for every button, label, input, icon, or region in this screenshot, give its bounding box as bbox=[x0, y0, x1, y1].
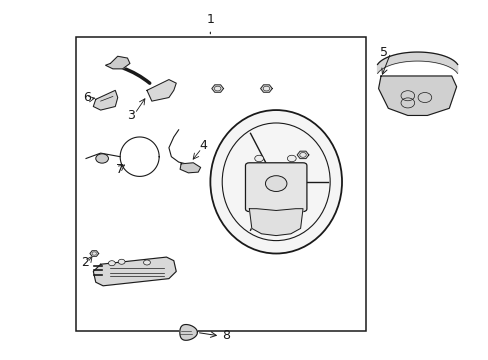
Text: 1: 1 bbox=[206, 13, 214, 26]
Circle shape bbox=[96, 154, 108, 163]
Polygon shape bbox=[93, 257, 176, 286]
Polygon shape bbox=[378, 76, 456, 116]
Text: 4: 4 bbox=[199, 139, 206, 152]
Text: 6: 6 bbox=[83, 91, 91, 104]
Polygon shape bbox=[377, 52, 457, 73]
Polygon shape bbox=[105, 56, 130, 69]
Polygon shape bbox=[147, 80, 176, 101]
Circle shape bbox=[265, 176, 286, 192]
Polygon shape bbox=[180, 163, 200, 173]
Circle shape bbox=[254, 155, 263, 162]
Text: 8: 8 bbox=[222, 329, 230, 342]
Polygon shape bbox=[297, 151, 308, 159]
Circle shape bbox=[143, 260, 150, 265]
Polygon shape bbox=[180, 324, 197, 340]
Polygon shape bbox=[90, 251, 99, 256]
Polygon shape bbox=[93, 90, 118, 110]
Ellipse shape bbox=[222, 123, 329, 240]
Text: 7: 7 bbox=[116, 163, 124, 176]
Text: 3: 3 bbox=[127, 109, 135, 122]
Polygon shape bbox=[249, 209, 303, 235]
Circle shape bbox=[287, 155, 296, 162]
Circle shape bbox=[214, 86, 221, 91]
Text: 5: 5 bbox=[380, 46, 387, 59]
FancyBboxPatch shape bbox=[245, 163, 306, 212]
Ellipse shape bbox=[210, 110, 341, 253]
Polygon shape bbox=[211, 85, 223, 92]
Bar bbox=[76, 37, 366, 330]
Circle shape bbox=[263, 86, 269, 91]
Circle shape bbox=[299, 153, 305, 157]
Circle shape bbox=[108, 261, 115, 266]
Text: 2: 2 bbox=[81, 256, 89, 269]
Circle shape bbox=[118, 259, 125, 264]
Polygon shape bbox=[260, 85, 272, 92]
Circle shape bbox=[92, 252, 96, 255]
